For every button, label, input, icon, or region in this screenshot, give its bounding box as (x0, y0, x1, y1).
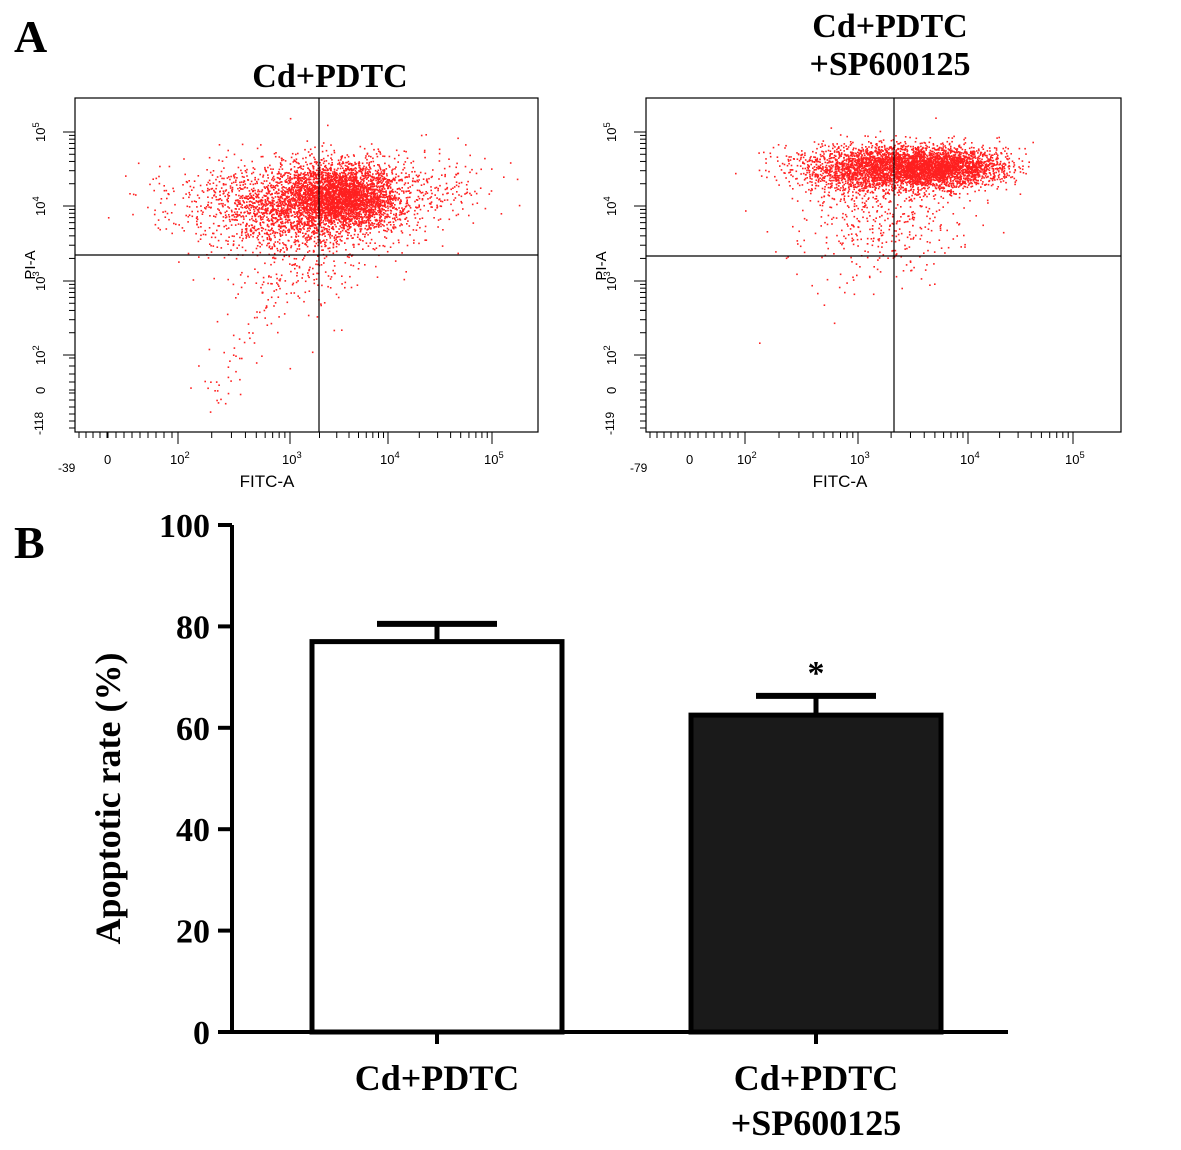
flow-plot-1-y-tick-label: 103 (31, 271, 48, 291)
x-tick-label-2-line-2: +SP600125 (731, 1103, 902, 1143)
flow-plot-1: 0 102 103 104 105 0 102 103 104 105 -39 -118 FITC-A P… (22, 97, 539, 491)
flow-plot-2: 0 102 103 104 105 0 102 103 104 105 -79 -119 FITC-A P… (593, 97, 1122, 491)
panel-b-label: B (14, 517, 45, 568)
flow-plot-2-y-tick-label: 0 (604, 387, 619, 394)
flow-plot-1-title-line-1: Cd+PDTC (252, 58, 408, 95)
flow-plot-2-y-tick-label: 104 (602, 196, 619, 216)
flow-cytometry-panel: 0 102 103 104 105 0 102 103 104 105 -39 -118 FITC-A P… (22, 97, 1122, 491)
flow-plot-2-y-min-label: -119 (603, 412, 617, 435)
flow-plot-1-y-tick-label: 104 (31, 196, 48, 216)
y-tick-label: 80 (176, 609, 210, 646)
y-tick-label: 40 (176, 812, 210, 849)
x-tick-label-1-line-1: Cd+PDTC (355, 1058, 520, 1098)
flow-plot-1-x-axis-title: FITC-A (240, 472, 295, 491)
flow-plot-2-x-tick-label: 102 (737, 450, 757, 467)
y-tick-label: 100 (159, 508, 210, 545)
flow-plot-1-frame (74, 97, 539, 433)
flow-plot-2-x-ticks (649, 432, 1074, 444)
flow-plot-2-title-line-1: Cd+PDTC (812, 8, 968, 45)
y-tick-label: 20 (176, 914, 210, 951)
bar-1 (309, 639, 565, 1035)
flow-plot-2-x-tick-label: 104 (960, 450, 980, 467)
flow-plot-1-x-tick-label: 0 (104, 452, 111, 467)
bar-2 (688, 712, 944, 1035)
flow-plot-1-x-tick-label: 104 (380, 450, 400, 467)
flow-plot-1-y-ticks (63, 131, 75, 429)
flow-plot-1-x-tick-label: 102 (170, 450, 190, 467)
flow-plot-1-y-tick-label: 102 (31, 345, 48, 365)
flow-plot-1-x-min-label: -39 (58, 461, 76, 475)
flow-plot-2-x-axis-title: FITC-A (813, 472, 868, 491)
x-tick-label-2-line-1: Cd+PDTC (734, 1058, 899, 1098)
flow-plot-2-x-tick-label: 0 (686, 452, 693, 467)
flow-plot-2-title: Cd+PDTC +SP600125 (690, 8, 1090, 84)
y-tick-label: 60 (176, 711, 210, 748)
flow-plot-2-x-tick-label: 103 (850, 450, 870, 467)
flow-plot-2-y-axis-title: PI-A (593, 251, 610, 280)
bar-2-annotation: * (808, 655, 825, 692)
y-tick-label: 0 (193, 1015, 210, 1052)
flow-plot-2-y-tick-label: 105 (602, 122, 619, 142)
y-axis-title: Apoptotic rate (%) (88, 653, 128, 945)
flow-plot-2-title-line-2: +SP600125 (809, 46, 971, 83)
flow-plot-1-y-tick-label: 105 (31, 122, 48, 142)
flow-plot-1-title: Cd+PDTC (130, 58, 530, 96)
flow-plot-1-y-axis-title: PI-A (22, 250, 39, 279)
flow-plot-1-x-tick-label: 103 (282, 450, 302, 467)
flow-plot-1-events (107, 117, 521, 413)
flow-plot-2-y-ticks (634, 131, 646, 429)
flow-plot-1-y-min-label: -118 (32, 412, 46, 435)
flow-plot-2-x-tick-label: 105 (1065, 450, 1085, 467)
flow-plot-1-x-tick-label: 105 (484, 450, 504, 467)
flow-plot-2-events (735, 117, 1034, 344)
flow-plot-2-y-tick-label: 102 (602, 345, 619, 365)
flow-plot-2-y-tick-label: 103 (602, 271, 619, 291)
flow-plot-2-x-min-label: -79 (630, 461, 648, 475)
panel-a-label: A (14, 11, 48, 62)
flow-plot-1-x-ticks (78, 432, 493, 444)
flow-plot-1-y-tick-label: 0 (33, 387, 48, 394)
